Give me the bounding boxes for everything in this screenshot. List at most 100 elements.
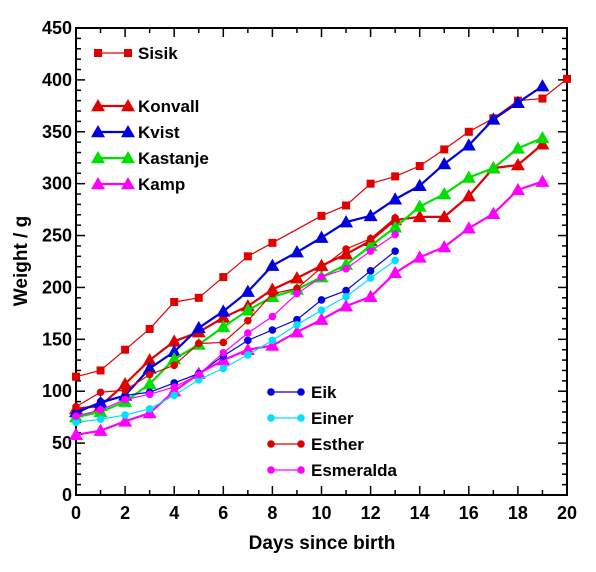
data-point-kamp — [118, 414, 133, 427]
data-point-einer — [145, 405, 154, 413]
series-line-eik — [75, 250, 396, 415]
x-tick-label: 16 — [459, 503, 479, 523]
data-point-esmeralda — [170, 383, 178, 391]
series-layer — [69, 74, 571, 441]
data-point-kvist — [412, 178, 427, 191]
data-point-kvist — [265, 258, 280, 271]
data-point-sisik — [464, 127, 473, 136]
series-kvist — [69, 79, 550, 418]
legend-marker-sisik — [94, 49, 102, 57]
legend-marker-esther — [267, 440, 275, 448]
data-point-kastanje — [437, 187, 452, 200]
data-point-sisik — [219, 273, 228, 282]
legend-item-sisik: Sisik — [94, 44, 178, 63]
data-point-kvist — [437, 156, 452, 170]
data-point-sisik — [96, 366, 105, 375]
data-point-esther — [317, 263, 326, 272]
legend-marker-kastanje — [121, 151, 135, 164]
data-point-konvall — [437, 209, 452, 223]
x-tick-label: 8 — [267, 503, 277, 523]
series-einer — [72, 256, 399, 427]
legend-item-esmeralda: Esmeralda — [267, 461, 398, 480]
data-point-esmeralda — [145, 390, 154, 399]
x-tick-label: 6 — [218, 503, 228, 523]
data-point-esmeralda — [219, 349, 228, 357]
x-tick-label: 12 — [361, 503, 381, 523]
x-tick-label: 4 — [169, 503, 179, 523]
data-point-esmeralda — [293, 289, 301, 298]
data-point-einer — [170, 391, 178, 400]
x-tick-label: 18 — [508, 503, 528, 523]
data-point-sisik — [268, 238, 277, 247]
legend-marker-esmeralda — [297, 466, 305, 474]
data-point-esmeralda — [268, 312, 277, 321]
legend-item-konvall: Konvall — [91, 97, 199, 116]
axis-ticks — [75, 27, 568, 496]
y-tick-label: 100 — [42, 381, 72, 401]
x-axis-title: Days since birth — [249, 533, 396, 554]
legend-item-kastanje: Kastanje — [91, 149, 209, 168]
y-tick-label: 250 — [42, 226, 72, 246]
data-point-sisik — [440, 145, 449, 154]
data-point-esmeralda — [391, 230, 399, 239]
data-point-eik — [244, 336, 252, 345]
data-point-kvist — [486, 112, 501, 125]
data-point-kamp — [69, 427, 83, 441]
data-point-kvist — [289, 245, 304, 258]
data-point-kamp — [437, 239, 452, 253]
data-point-esmeralda — [317, 273, 326, 281]
legend-label-sisik: Sisik — [138, 44, 178, 63]
series-line-einer — [75, 259, 396, 423]
legend-marker-kamp — [121, 177, 135, 190]
x-tick-label: 0 — [71, 503, 81, 523]
data-point-esther — [96, 388, 105, 397]
legend-label-esmeralda: Esmeralda — [311, 461, 398, 480]
x-tick-label: 14 — [410, 503, 430, 523]
data-point-sisik — [170, 297, 179, 306]
data-point-einer — [317, 306, 326, 315]
y-axis-title: Weight / g — [11, 216, 32, 306]
legend-marker-konvall — [121, 99, 135, 112]
data-point-esther — [145, 370, 154, 379]
data-point-eik — [342, 286, 350, 295]
data-point-sisik — [243, 252, 252, 261]
y-tick-label: 50 — [52, 433, 72, 453]
legend-label-kastanje: Kastanje — [138, 149, 209, 168]
series-line-esmeralda — [75, 234, 396, 417]
data-point-esther — [194, 339, 203, 348]
data-point-kamp — [289, 325, 304, 338]
data-point-konvall — [167, 334, 182, 347]
data-point-einer — [72, 418, 80, 427]
data-point-kastanje — [167, 352, 182, 365]
data-point-konvall — [216, 310, 231, 323]
data-point-kamp — [535, 174, 550, 187]
data-point-kastanje — [412, 199, 427, 212]
data-point-kastanje — [240, 303, 255, 316]
data-point-konvall — [265, 282, 280, 295]
legend-label-kvist: Kvist — [138, 123, 180, 142]
data-point-konvall — [289, 271, 304, 284]
data-point-kamp — [388, 265, 403, 279]
data-point-esmeralda — [342, 264, 350, 273]
data-point-esmeralda — [72, 412, 80, 420]
data-point-esther — [268, 289, 277, 298]
data-point-esther — [72, 402, 80, 411]
data-point-esmeralda — [121, 395, 129, 404]
legend-label-esther: Esther — [311, 435, 364, 454]
legend-label-eik: Eik — [311, 383, 337, 402]
legend-item-esther: Esther — [267, 435, 364, 454]
y-tick-label: 200 — [42, 277, 72, 297]
legend-marker-eik — [297, 388, 305, 396]
legend-item-einer: Einer — [267, 409, 354, 428]
data-point-sisik — [563, 74, 571, 83]
data-point-eik — [317, 296, 326, 304]
data-point-eik — [391, 247, 399, 255]
data-point-kvist — [535, 79, 550, 92]
legend-marker-kvist — [121, 125, 135, 138]
series-esther — [72, 214, 399, 411]
legend-label-kamp: Kamp — [138, 175, 185, 194]
legend: Sisik Konvall Kvist Kastanje Kamp Eik Einer Est… — [91, 44, 398, 480]
data-point-kamp — [93, 423, 108, 436]
data-point-konvall — [142, 353, 157, 366]
